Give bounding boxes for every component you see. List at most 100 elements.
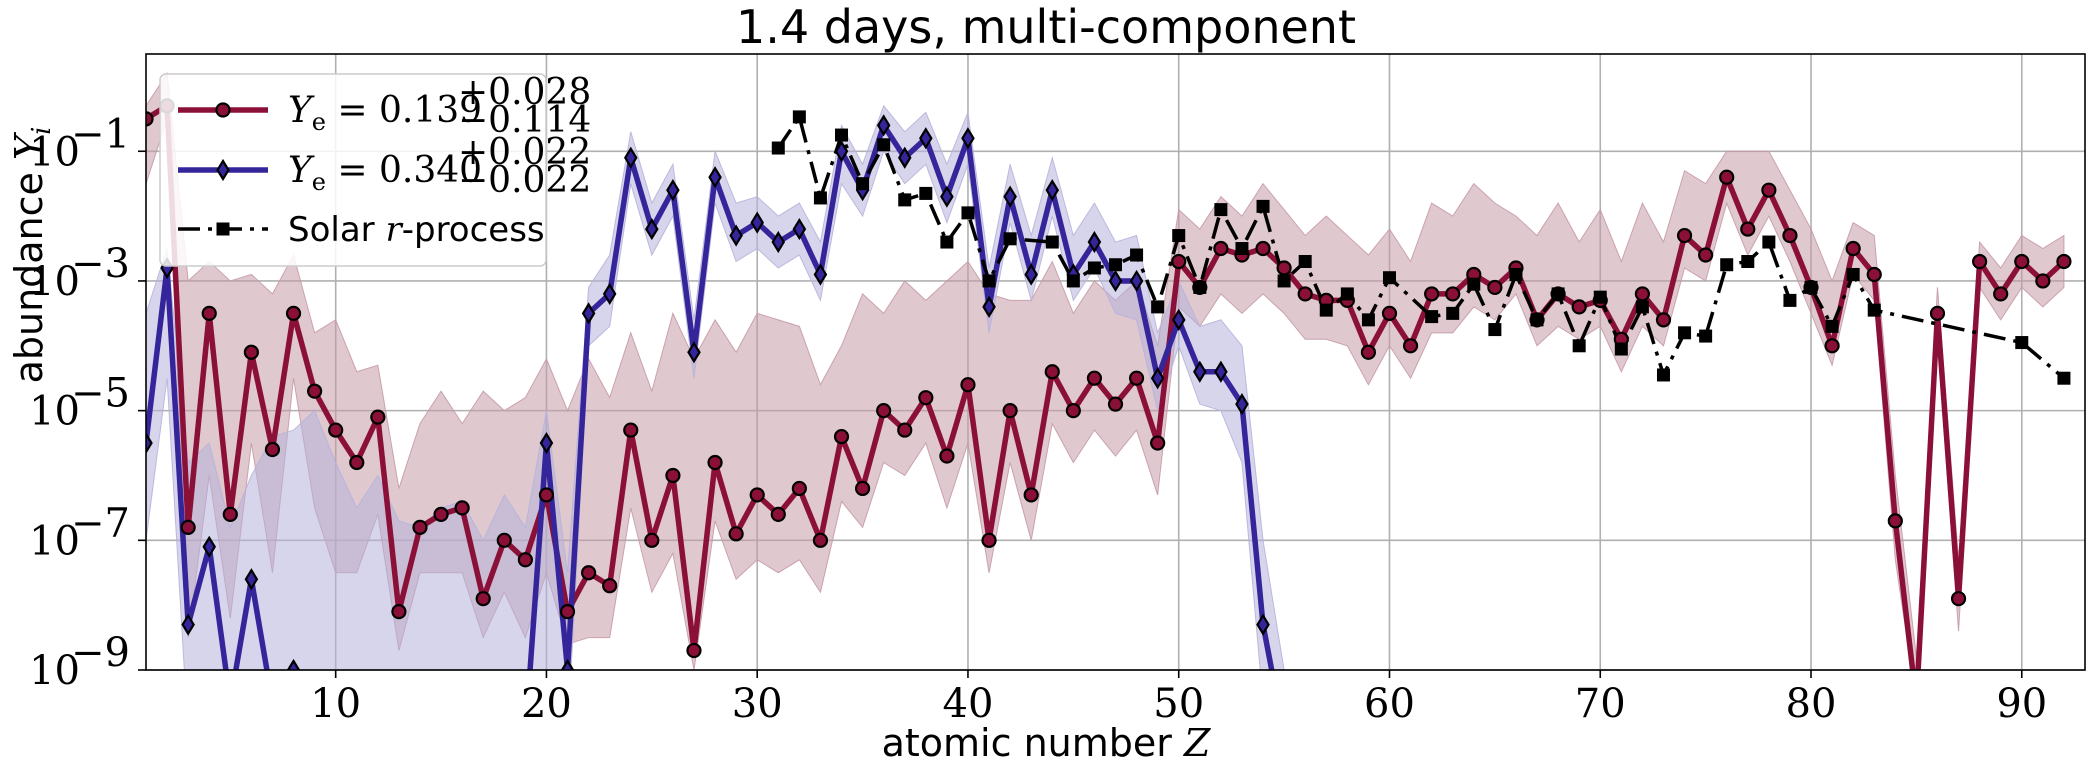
marker-series-2	[1425, 310, 1439, 324]
marker-series-2	[1699, 329, 1713, 343]
marker-series-2	[1867, 303, 1881, 317]
line-series-0	[146, 103, 2066, 670]
marker-series-0	[1171, 253, 1187, 270]
marker-series-2	[1130, 248, 1144, 262]
marker-series-0	[1044, 364, 1060, 380]
marker-series-0	[1950, 591, 1967, 607]
marker-series-2	[898, 193, 912, 207]
marker-series-0	[939, 448, 955, 464]
marker-series-2	[1488, 323, 1502, 337]
y-tick-label: 10	[29, 389, 80, 435]
marker-series-1	[146, 431, 153, 455]
marker-series-0	[580, 565, 597, 581]
legend-label-1: Ye = 0.340	[288, 150, 482, 196]
marker-series-0	[1655, 312, 1672, 328]
marker-series-0	[475, 591, 491, 607]
marker-series-1	[1235, 393, 1249, 416]
marker-series-0	[1782, 227, 1798, 244]
marker-series-0	[243, 344, 259, 360]
marker-series-0	[496, 532, 512, 548]
marker-series-2	[940, 235, 954, 249]
marker-series-1	[560, 658, 575, 670]
marker-series-0	[981, 532, 997, 548]
marker-series-2	[1804, 280, 1818, 294]
marker-series-2	[1509, 267, 1523, 281]
x-axis-label-text: atomic number	[882, 721, 1173, 765]
marker-series-1	[1129, 269, 1144, 293]
marker-series-1	[834, 140, 849, 163]
legend-marker-2	[216, 222, 230, 236]
marker-series-1	[940, 185, 954, 208]
marker-series-0	[538, 487, 555, 503]
x-tick-label: 60	[1364, 681, 1415, 727]
marker-series-0	[2014, 253, 2030, 270]
marker-series-0	[728, 526, 744, 542]
marker-series-0	[918, 390, 934, 406]
legend-label-0: Ye = 0.139	[288, 90, 482, 136]
marker-series-0	[707, 454, 723, 471]
marker-series-2	[2015, 336, 2029, 350]
legend-marker-1	[216, 158, 230, 182]
marker-series-0	[1255, 240, 1271, 257]
y-tick-exponent: −3	[71, 241, 130, 287]
legend-entries: Ye = 0.139+0.028−0.114 Ye = 0.340+0.022−0…	[178, 72, 591, 250]
legend-label-2: Solar r-process	[288, 210, 545, 250]
marker-series-1	[539, 431, 554, 455]
marker-series-2	[1319, 303, 1333, 317]
marker-series-2	[1446, 306, 1460, 320]
marker-series-1	[729, 224, 743, 247]
marker-series-1	[602, 282, 617, 306]
marker-series-2	[2057, 371, 2071, 385]
marker-series-0	[665, 467, 681, 484]
y-tick-exponent: −9	[71, 630, 130, 676]
marker-series-0	[1761, 182, 1777, 198]
x-tick-label: 20	[521, 681, 572, 727]
marker-series-2	[1340, 287, 1354, 301]
marker-series-0	[433, 506, 449, 522]
plot-frame	[145, 53, 2086, 671]
marker-series-1	[244, 568, 259, 591]
marker-series-0	[1698, 247, 1714, 263]
marker-series-2	[961, 206, 975, 220]
marker-series-0	[180, 519, 196, 535]
marker-series-2	[1678, 326, 1692, 340]
marker-series-0	[812, 532, 829, 548]
marker-series-1	[771, 230, 786, 254]
marker-series-1	[1150, 367, 1165, 390]
marker-series-0	[1634, 286, 1651, 302]
marker-series-2	[1045, 235, 1059, 249]
marker-series-0	[1824, 338, 1840, 354]
marker-series-2	[919, 186, 933, 200]
marker-series-1	[1108, 269, 1123, 293]
marker-series-2	[1382, 271, 1396, 285]
marker-series-0	[285, 305, 302, 321]
legend-box	[159, 73, 547, 267]
marker-series-2	[813, 191, 827, 205]
x-tick-label: 50	[1153, 681, 1204, 727]
marker-series-0	[1086, 370, 1103, 386]
marker-series-0	[412, 519, 428, 535]
marker-series-0	[559, 604, 576, 620]
marker-series-2	[1151, 300, 1165, 314]
legend-label-inf-0: −0.114	[458, 100, 591, 141]
marker-series-2	[1614, 342, 1628, 356]
x-tick-label: 80	[1786, 681, 1837, 727]
marker-series-0	[1887, 513, 1903, 529]
marker-series-1	[982, 295, 996, 318]
marker-series-0	[854, 480, 871, 497]
marker-series-0	[770, 506, 786, 522]
marker-series-0	[349, 454, 365, 471]
marker-series-1	[1024, 263, 1038, 286]
marker-series-1	[876, 114, 891, 137]
marker-series-0	[1381, 305, 1398, 321]
marker-series-0	[370, 409, 386, 425]
x-tick-label: 40	[943, 681, 994, 727]
marker-series-2	[1572, 339, 1586, 353]
marker-series-0	[146, 111, 154, 127]
marker-series-0	[1740, 221, 1756, 237]
marker-series-2	[1256, 199, 1270, 213]
marker-series-2	[1762, 235, 1776, 249]
y-axis-label: abundance Yi	[7, 127, 57, 384]
